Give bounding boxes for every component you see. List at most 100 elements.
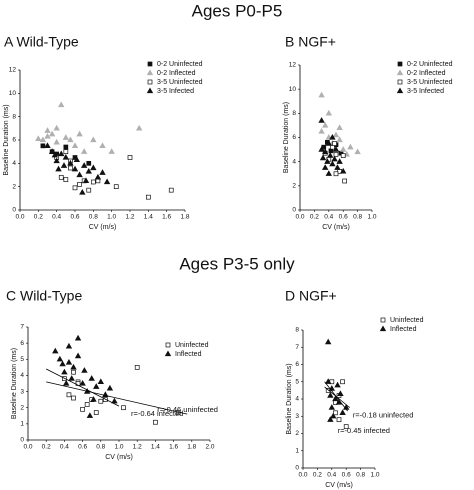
- data-point: [80, 406, 85, 412]
- legend-label: Inflected: [175, 351, 202, 358]
- data-point: [336, 417, 342, 423]
- legend-label: 0-2 Inflected: [157, 70, 196, 77]
- x-tick-label: 1.8: [187, 444, 196, 451]
- legend-label: 3-5 Infected: [157, 88, 194, 95]
- data-point: [55, 165, 62, 172]
- legend-label: 0-2 Inflected: [407, 70, 446, 77]
- data-point: [53, 138, 60, 145]
- y-tick-label: 2: [20, 404, 24, 411]
- data-point: [121, 405, 126, 411]
- data-point: [98, 398, 104, 404]
- data-point: [86, 160, 92, 166]
- y-tick-label: 0: [292, 207, 296, 214]
- data-point: [327, 152, 334, 158]
- y-tick-label: 10: [289, 86, 297, 93]
- data-point: [328, 404, 335, 410]
- data-point: [71, 142, 79, 148]
- data-point: [62, 134, 70, 140]
- data-point: [90, 179, 96, 185]
- data-point: [340, 379, 345, 385]
- panel-title: B NGF+: [285, 34, 336, 50]
- data-point: [80, 162, 88, 168]
- data-point: [80, 148, 88, 154]
- x-axis-label: CV (m/s): [325, 482, 353, 489]
- data-point: [76, 171, 83, 178]
- y-tick-label: 0: [20, 437, 24, 444]
- legend-label: 3-5 Uninfected: [157, 79, 203, 86]
- y-tick-label: 2: [295, 430, 299, 437]
- data-point: [322, 164, 329, 170]
- x-tick-label: 1.6: [162, 214, 171, 221]
- data-point: [103, 178, 111, 185]
- y-tick-label: 5: [295, 378, 299, 385]
- fit-annotation: r=-0.46 uninfected: [157, 405, 218, 414]
- data-point: [134, 365, 140, 370]
- legend-marker: [380, 317, 386, 323]
- panel-title: A Wild-Type: [4, 34, 79, 50]
- data-point: [39, 136, 47, 143]
- data-point: [327, 392, 334, 398]
- x-tick-label: 1.0: [114, 444, 123, 451]
- data-point: [61, 368, 68, 375]
- data-point: [71, 165, 79, 172]
- data-point: [63, 177, 69, 183]
- data-point: [332, 146, 340, 152]
- x-tick-label: 1.4: [151, 444, 160, 451]
- y-tick-label: 3: [20, 388, 24, 395]
- data-point: [322, 148, 329, 155]
- x-tick-label: 1.6: [169, 444, 178, 451]
- data-point: [86, 412, 94, 418]
- data-point: [324, 158, 331, 164]
- data-point: [333, 152, 339, 157]
- data-point: [72, 185, 78, 191]
- fit-line: [324, 381, 348, 412]
- data-point: [329, 160, 336, 167]
- fit-annotation: r=-0.45 infected: [338, 426, 390, 435]
- section-heading: Ages P0-P5: [192, 1, 283, 20]
- data-point: [325, 378, 332, 384]
- legend-label: 3-5 Uninfected: [407, 79, 453, 86]
- y-tick-label: 8: [292, 110, 296, 117]
- data-point: [51, 151, 59, 158]
- legend-marker: [147, 61, 153, 67]
- x-tick-label: 0.8: [96, 444, 105, 451]
- data-point: [79, 379, 86, 386]
- y-tick-label: 4: [292, 158, 296, 165]
- legend-label: Inflected: [390, 326, 417, 333]
- data-point: [48, 148, 56, 154]
- data-point: [65, 359, 73, 365]
- data-point: [340, 146, 347, 152]
- y-tick-label: 0: [295, 465, 299, 472]
- panel-title: D NGF+: [285, 288, 337, 304]
- data-point: [90, 136, 97, 143]
- x-axis-label: CV (m/s): [322, 224, 350, 231]
- x-tick-label: 1.4: [144, 214, 153, 221]
- data-point: [70, 363, 77, 370]
- data-point: [325, 140, 332, 146]
- x-tick-label: 1.0: [107, 214, 116, 221]
- data-point: [145, 194, 151, 200]
- legend-label: Uninfected: [390, 317, 424, 324]
- data-point: [334, 381, 341, 388]
- x-tick-label: 0.8: [353, 214, 362, 221]
- data-point: [85, 167, 92, 174]
- data-point: [99, 142, 106, 148]
- data-point: [342, 178, 347, 184]
- data-point: [111, 397, 118, 404]
- data-point: [68, 165, 73, 171]
- legend-label: 3-5 Infected: [407, 88, 444, 95]
- data-point: [337, 390, 344, 396]
- x-tick-label: 1.8: [180, 214, 189, 221]
- data-point: [63, 144, 69, 150]
- x-tick-label: 0.4: [324, 214, 333, 221]
- data-point: [60, 162, 68, 168]
- legend-marker: [165, 342, 171, 348]
- data-point: [135, 124, 143, 131]
- data-point: [44, 142, 51, 148]
- y-tick-label: 5: [20, 356, 24, 363]
- legend-label: Uninfected: [175, 342, 209, 349]
- data-point: [67, 159, 74, 166]
- y-tick-label: 6: [20, 340, 24, 347]
- data-point: [336, 158, 343, 164]
- fit-annotation: r=-0.64 infected: [131, 409, 183, 418]
